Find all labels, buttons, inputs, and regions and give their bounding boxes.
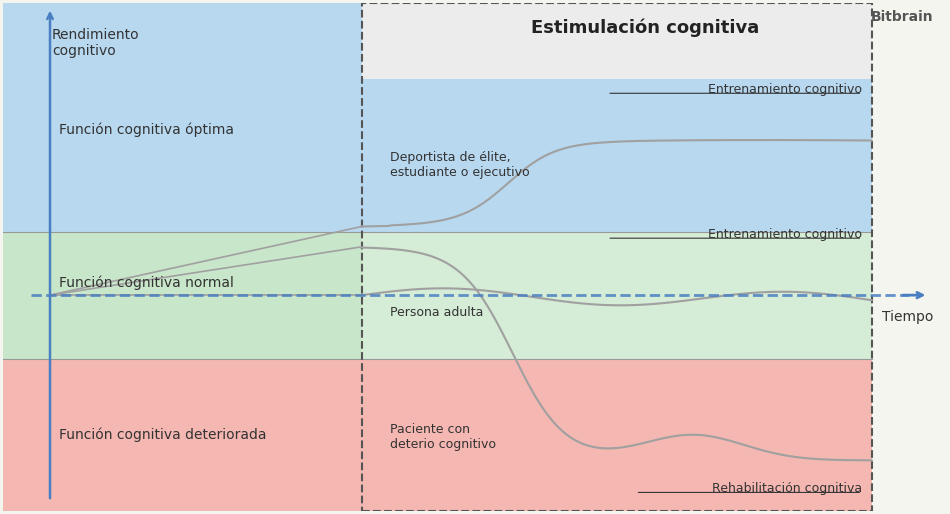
FancyBboxPatch shape <box>362 3 872 232</box>
Text: Función cognitiva deteriorada: Función cognitiva deteriorada <box>60 428 267 442</box>
Text: Paciente con
deterio cognitivo: Paciente con deterio cognitivo <box>390 424 496 451</box>
Text: Estimulación cognitiva: Estimulación cognitiva <box>531 19 759 38</box>
FancyBboxPatch shape <box>362 359 872 511</box>
Text: Persona adulta: Persona adulta <box>390 306 484 319</box>
Text: Entrenamiento cognitivo: Entrenamiento cognitivo <box>708 83 863 96</box>
Text: Deportista de élite,
estudiante o ejecutivo: Deportista de élite, estudiante o ejecut… <box>390 152 530 179</box>
Text: Función cognitiva óptima: Función cognitiva óptima <box>60 123 235 137</box>
FancyBboxPatch shape <box>3 3 362 232</box>
Text: Rendimiento
cognitivo: Rendimiento cognitivo <box>52 28 140 59</box>
FancyBboxPatch shape <box>362 232 872 359</box>
Text: Entrenamiento cognitivo: Entrenamiento cognitivo <box>708 228 863 241</box>
FancyBboxPatch shape <box>362 3 872 79</box>
Text: Tiempo: Tiempo <box>882 310 933 324</box>
Text: Rehabilitación cognitiva: Rehabilitación cognitiva <box>712 482 863 495</box>
Text: Función cognitiva normal: Función cognitiva normal <box>60 276 235 290</box>
FancyBboxPatch shape <box>3 359 362 511</box>
FancyBboxPatch shape <box>3 232 362 359</box>
Text: Bitbrain: Bitbrain <box>870 10 933 24</box>
